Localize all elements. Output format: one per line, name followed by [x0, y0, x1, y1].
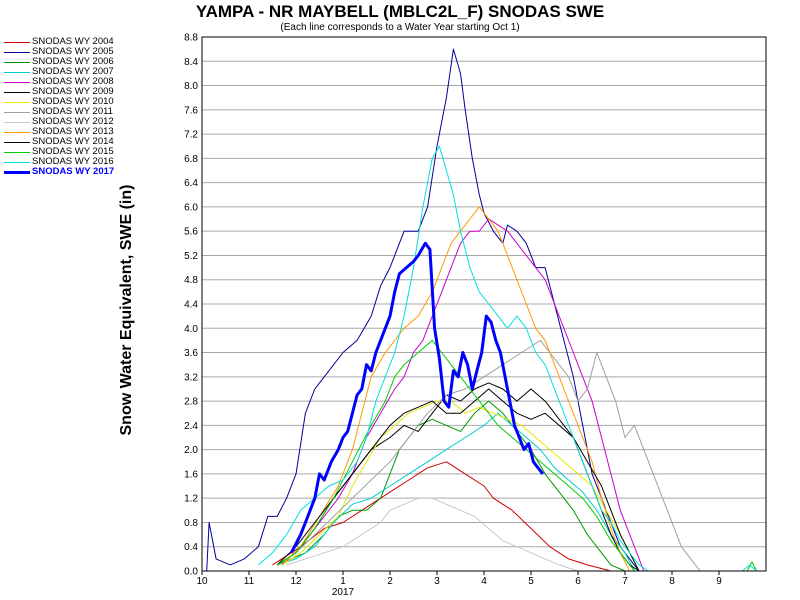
x-tick-label: 2 — [387, 576, 393, 587]
y-tick-label: 4.8 — [184, 275, 198, 286]
legend-label: SNODAS WY 2010 — [32, 96, 114, 107]
chart-subtitle: (Each line corresponds to a Water Year s… — [280, 22, 520, 33]
legend-item: SNODAS WY 2010 — [4, 97, 134, 107]
legend-label: SNODAS WY 2016 — [32, 156, 114, 167]
legend-item: SNODAS WY 2012 — [4, 117, 134, 127]
x-tick-label: 10 — [196, 576, 208, 587]
series-line-wy2005 — [206, 48, 640, 572]
legend-item: SNODAS WY 2008 — [4, 77, 134, 87]
x-tick-label: 4 — [481, 576, 487, 587]
legend-label: SNODAS WY 2006 — [32, 56, 114, 67]
legend-label: SNODAS WY 2004 — [32, 36, 114, 47]
legend-item: SNODAS WY 2016 — [4, 157, 134, 167]
y-tick-label: 6.4 — [184, 178, 198, 189]
y-tick-label: 2.8 — [184, 397, 198, 408]
series-line-wy2006 — [277, 400, 626, 572]
y-tick-label: 0.8 — [184, 518, 198, 529]
legend-label: SNODAS WY 2013 — [32, 126, 114, 137]
y-tick-label: 7.6 — [184, 105, 198, 116]
series-line-wy2004 — [272, 461, 612, 572]
legend-swatch — [4, 102, 30, 103]
legend-label: SNODAS WY 2015 — [32, 146, 114, 157]
y-tick-label: 1.2 — [184, 494, 198, 505]
y-tick-label: 3.2 — [184, 372, 198, 383]
y-tick-label: 2.0 — [184, 445, 198, 456]
y-tick-label: 6.0 — [184, 202, 198, 213]
y-tick-label: 1.6 — [184, 469, 198, 480]
series-line-wy2011 — [276, 339, 701, 572]
legend-item: SNODAS WY 2009 — [4, 87, 134, 97]
series-line-wy2012 — [286, 497, 579, 572]
y-tick-label: 8.8 — [184, 33, 198, 44]
y-tick-label: 0.4 — [184, 542, 198, 553]
x-tick-label: 1 — [340, 576, 346, 587]
series-line-wy2013 — [281, 206, 631, 572]
y-tick-label: 8.0 — [184, 81, 198, 92]
legend-swatch — [4, 52, 30, 53]
legend-item: SNODAS WY 2011 — [4, 107, 134, 117]
x-tick-label: 8 — [669, 576, 675, 587]
legend-swatch — [4, 152, 30, 153]
chart-title: YAMPA - NR MAYBELL (MBLC2L_F) SNODAS SWE — [195, 2, 605, 21]
x-year-label: 2017 — [332, 587, 355, 598]
legend-swatch — [4, 82, 30, 83]
y-tick-label: 0.0 — [184, 567, 198, 578]
legend-swatch — [4, 162, 30, 163]
legend-label: SNODAS WY 2014 — [32, 136, 114, 147]
series-line-wy2007 — [277, 412, 635, 572]
x-tick-label: 5 — [528, 576, 534, 587]
legend-item: SNODAS WY 2013 — [4, 127, 134, 137]
legend-swatch — [4, 92, 30, 93]
y-tick-label: 5.6 — [184, 227, 198, 238]
legend-item: SNODAS WY 2014 — [4, 137, 134, 147]
legend-swatch — [4, 112, 30, 113]
legend-swatch — [4, 72, 30, 73]
y-tick-label: 4.4 — [184, 300, 198, 311]
y-tick-label: 2.4 — [184, 421, 198, 432]
legend-item: SNODAS WY 2004 — [4, 37, 134, 47]
legend-swatch — [4, 142, 30, 143]
series-line-wy2016 — [258, 145, 757, 572]
legend-item: SNODAS WY 2017 — [4, 167, 134, 177]
x-tick-label: 12 — [290, 576, 302, 587]
legend-swatch — [4, 171, 30, 174]
legend: SNODAS WY 2004 SNODAS WY 2005 SNODAS WY 20… — [4, 37, 134, 177]
x-tick-label: 3 — [434, 576, 440, 587]
legend-swatch — [4, 42, 30, 43]
legend-label: SNODAS WY 2011 — [32, 106, 113, 117]
y-tick-label: 7.2 — [184, 130, 198, 141]
y-tick-label: 3.6 — [184, 348, 198, 359]
legend-swatch — [4, 132, 30, 133]
y-tick-label: 8.4 — [184, 57, 198, 68]
legend-item: SNODAS WY 2006 — [4, 57, 134, 67]
legend-swatch — [4, 122, 30, 123]
series-line-wy2015 — [276, 339, 758, 572]
x-tick-label: 9 — [716, 576, 722, 587]
legend-label: SNODAS WY 2012 — [32, 116, 114, 127]
y-tick-label: 4.0 — [184, 324, 198, 335]
legend-label: SNODAS WY 2005 — [32, 46, 114, 57]
x-tick-label: 7 — [622, 576, 628, 587]
legend-label: SNODAS WY 2009 — [32, 86, 114, 97]
series-line-wy2010 — [281, 400, 640, 572]
y-tick-label: 5.2 — [184, 251, 198, 262]
legend-item: SNODAS WY 2005 — [4, 47, 134, 57]
legend-label: SNODAS WY 2008 — [32, 76, 114, 87]
legend-label: SNODAS WY 2017 — [32, 166, 115, 177]
y-tick-label: 6.8 — [184, 154, 198, 165]
x-tick-label: 6 — [575, 576, 581, 587]
legend-swatch — [4, 62, 30, 63]
plot-frame — [201, 36, 767, 572]
series-line-wy2014 — [276, 388, 640, 572]
legend-item: SNODAS WY 2007 — [4, 67, 134, 77]
series-line-wy2017 — [289, 241, 544, 554]
legend-item: SNODAS WY 2015 — [4, 147, 134, 157]
legend-label: SNODAS WY 2007 — [32, 66, 114, 77]
x-tick-label: 11 — [244, 576, 255, 587]
